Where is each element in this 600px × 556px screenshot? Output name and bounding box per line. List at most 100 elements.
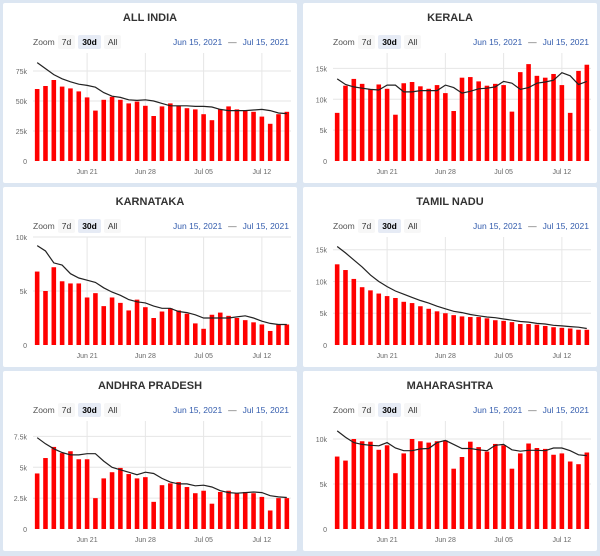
bar xyxy=(51,80,57,161)
bar xyxy=(517,72,523,161)
x-tick-label: Jun 28 xyxy=(135,353,156,360)
y-tick-label: 15k xyxy=(316,66,328,73)
bar xyxy=(217,491,223,529)
y-tick-label: 0 xyxy=(23,159,27,166)
bar xyxy=(159,311,165,345)
bar xyxy=(559,327,565,345)
bar xyxy=(359,441,365,529)
bar xyxy=(576,464,581,529)
range-from-input[interactable]: Jun 15, 2021 xyxy=(473,37,523,47)
x-tick-label: Jul 05 xyxy=(194,353,213,360)
bar xyxy=(201,490,206,529)
bar xyxy=(259,324,265,345)
bar xyxy=(368,89,373,161)
zoom-all-button[interactable]: All xyxy=(403,219,422,233)
zoom-label: Zoom xyxy=(33,405,55,415)
zoom-7d-button[interactable]: 7d xyxy=(57,403,76,417)
bar xyxy=(509,468,515,529)
range-to-input[interactable]: Jul 15, 2021 xyxy=(242,37,289,47)
bar xyxy=(143,477,148,529)
zoom-7d-button[interactable]: 7d xyxy=(357,35,376,49)
x-tick-label: Jul 12 xyxy=(553,169,572,176)
zoom-30d-button[interactable]: 30d xyxy=(378,219,401,233)
bar xyxy=(542,325,548,345)
zoom-30d-button[interactable]: 30d xyxy=(78,219,101,233)
bar xyxy=(476,447,481,529)
range-from-input[interactable]: Jun 15, 2021 xyxy=(473,221,523,231)
zoom-30d-button[interactable]: 30d xyxy=(378,403,401,417)
bar xyxy=(534,324,540,345)
range-to-input[interactable]: Jul 15, 2021 xyxy=(542,405,589,415)
bar xyxy=(284,324,290,345)
zoom-all-button[interactable]: All xyxy=(403,403,422,417)
zoom-label: Zoom xyxy=(33,221,55,231)
average-line xyxy=(336,246,587,330)
bar xyxy=(343,460,348,529)
zoom-7d-button[interactable]: 7d xyxy=(357,403,376,417)
range-separator: — xyxy=(228,37,237,47)
bar xyxy=(551,73,556,161)
x-tick-label: Jun 21 xyxy=(377,537,398,544)
y-tick-label: 0 xyxy=(323,527,327,534)
zoom-all-button[interactable]: All xyxy=(103,219,122,233)
zoom-7d-button[interactable]: 7d xyxy=(57,219,76,233)
x-tick-label: Jul 12 xyxy=(553,353,572,360)
bar xyxy=(251,493,256,529)
bar xyxy=(267,330,273,345)
bar xyxy=(584,64,590,161)
bar xyxy=(276,324,281,345)
range-from-input[interactable]: Jun 15, 2021 xyxy=(173,221,223,231)
zoom-all-button[interactable]: All xyxy=(103,403,122,417)
x-tick-label: Jun 28 xyxy=(135,537,156,544)
range-to-input[interactable]: Jul 15, 2021 xyxy=(242,405,289,415)
bar xyxy=(368,290,373,345)
bar xyxy=(476,317,481,345)
bar-chart: 0 5k 10k Jun 21 Jun 28 Jul 05 Jul 12 xyxy=(316,421,591,544)
zoom-7d-button[interactable]: 7d xyxy=(57,35,76,49)
bar xyxy=(468,317,473,345)
bar xyxy=(584,452,590,529)
zoom-30d-button[interactable]: 30d xyxy=(78,35,101,49)
zoom-30d-button[interactable]: 30d xyxy=(378,35,401,49)
zoom-label: Zoom xyxy=(333,221,355,231)
bar xyxy=(226,106,231,161)
bar xyxy=(84,459,90,529)
zoom-30d-button[interactable]: 30d xyxy=(78,403,101,417)
bar xyxy=(393,297,398,345)
range-from-input[interactable]: Jun 15, 2021 xyxy=(173,37,223,47)
bar xyxy=(351,439,357,529)
zoom-controls: Zoom 7d 30d All xyxy=(333,219,422,233)
bar xyxy=(534,75,540,161)
bar xyxy=(542,77,548,161)
bar xyxy=(276,114,281,161)
y-tick-label: 0 xyxy=(323,343,327,350)
bar xyxy=(401,83,407,161)
bar xyxy=(384,296,390,345)
range-to-input[interactable]: Jul 15, 2021 xyxy=(542,37,589,47)
bar xyxy=(242,110,248,161)
range-from-input[interactable]: Jun 15, 2021 xyxy=(173,405,223,415)
bar xyxy=(118,302,123,345)
bar xyxy=(68,88,73,161)
bar xyxy=(51,267,57,345)
y-tick-label: 5k xyxy=(20,465,28,472)
bar xyxy=(101,99,107,161)
zoom-7d-button[interactable]: 7d xyxy=(357,219,376,233)
bar xyxy=(426,308,431,345)
zoom-all-button[interactable]: All xyxy=(103,35,122,49)
bar xyxy=(43,291,48,345)
bar xyxy=(376,449,382,529)
date-range: Jun 15, 2021 — Jul 15, 2021 xyxy=(173,405,289,415)
bar xyxy=(559,85,565,161)
bar xyxy=(118,467,123,529)
zoom-all-button[interactable]: All xyxy=(403,35,422,49)
range-from-input[interactable]: Jun 15, 2021 xyxy=(473,405,523,415)
x-tick-label: Jul 12 xyxy=(553,537,572,544)
bar xyxy=(226,490,231,529)
bar xyxy=(34,473,40,529)
bar xyxy=(343,85,348,161)
zoom-controls: Zoom 7d 30d All xyxy=(33,403,122,417)
range-to-input[interactable]: Jul 15, 2021 xyxy=(542,221,589,231)
bar xyxy=(393,114,398,161)
range-to-input[interactable]: Jul 15, 2021 xyxy=(242,221,289,231)
